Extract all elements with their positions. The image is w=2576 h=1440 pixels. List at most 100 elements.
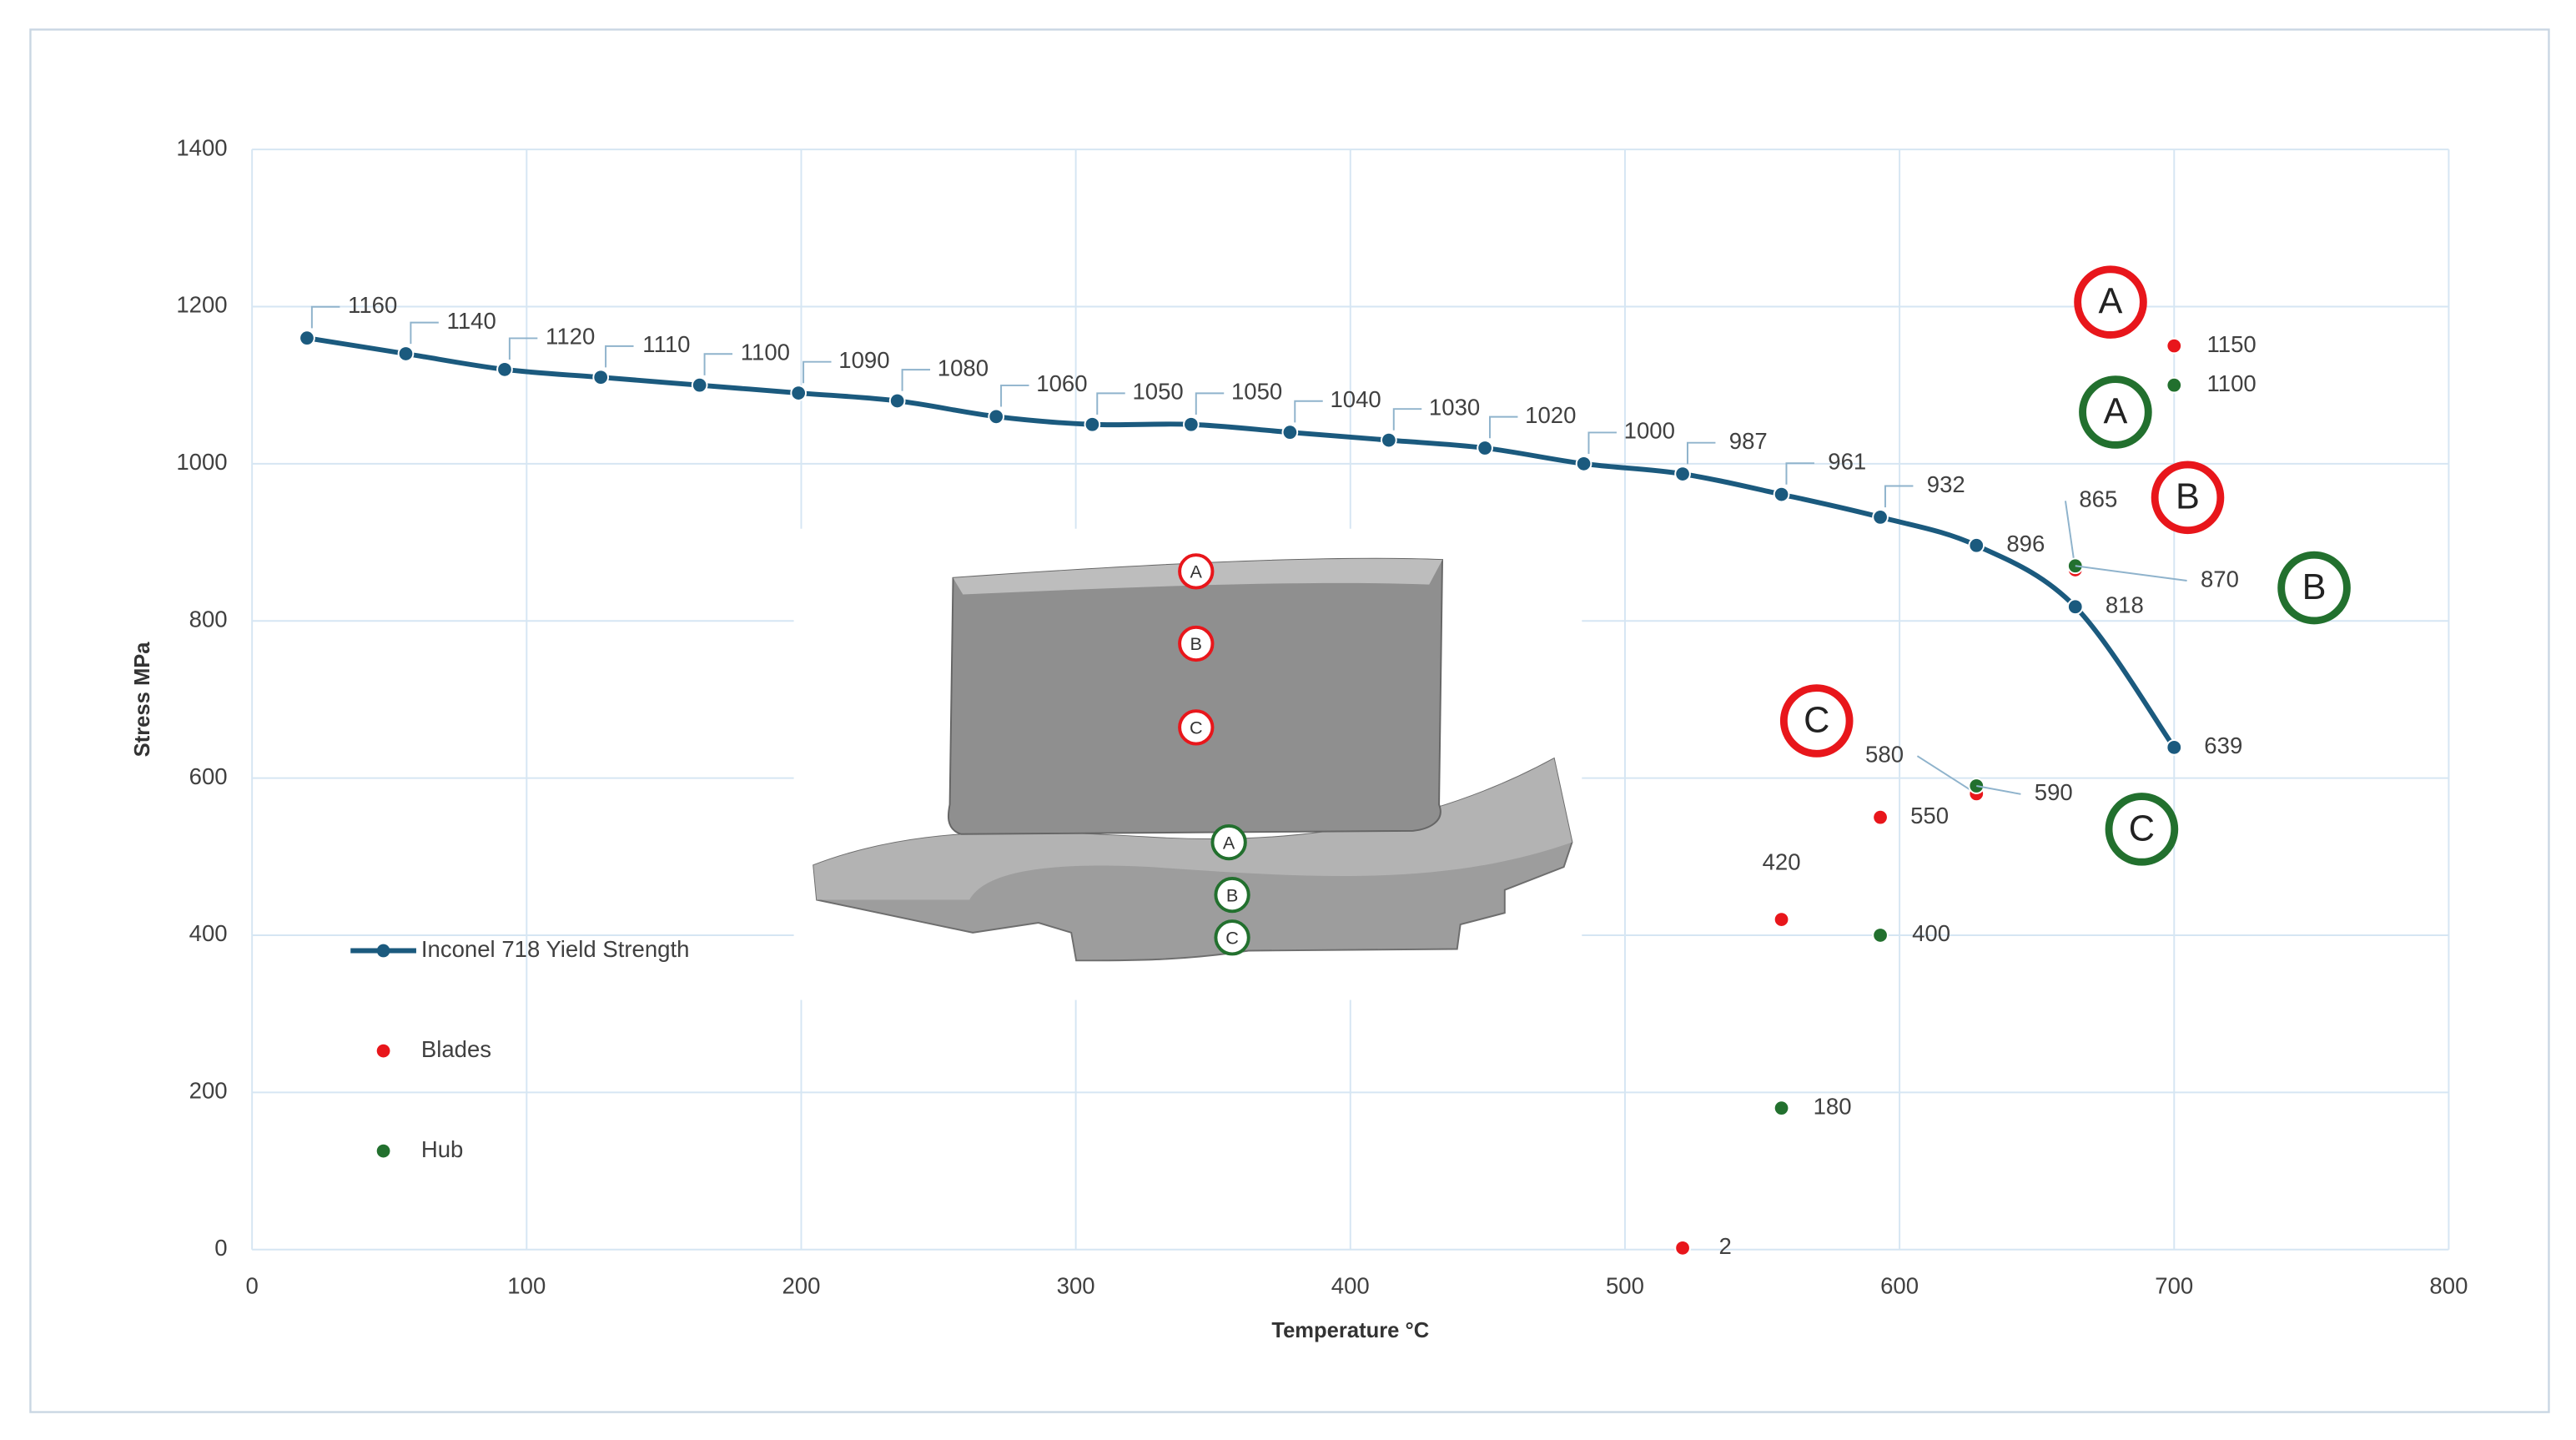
annotation-circle [2105,793,2179,866]
data-point [592,369,610,386]
data-point [1575,455,1592,472]
label-leader [310,305,340,329]
inset-marker [1214,919,1250,956]
x-tick-label: 0 [245,1272,258,1298]
data-point [1183,415,1200,433]
annotation-circle [2079,375,2152,449]
y-tick-label: 400 [189,920,228,946]
label-leader [605,345,634,368]
data-label: 932 [1927,471,1965,497]
data-point [888,392,906,410]
label-leader [1686,441,1716,465]
inset-label: C [1225,927,1239,948]
data-label: 1050 [1132,379,1183,405]
legend-swatch [376,944,390,958]
legend-swatch [376,1144,390,1158]
data-point [2166,337,2183,355]
annotation-label: A [2103,391,2127,431]
data-label: 580 [1865,741,1904,767]
x-tick-label: 200 [782,1272,820,1298]
data-point [2066,598,2084,616]
inset-marker [1178,625,1215,662]
y-tick-label: 600 [189,763,228,789]
data-point [790,385,808,401]
annotation-circle [2074,265,2147,339]
data-point [2166,739,2183,756]
inset-marker [1214,876,1250,914]
grid [251,149,2450,1251]
data-label: 1030 [1429,394,1480,420]
data-label: 590 [2035,779,2073,805]
inset-label: B [1226,884,1238,905]
label-leader [1884,485,1914,508]
data-label: 1060 [1036,370,1087,396]
legend-label: Blades [421,1036,491,1062]
label-leader [1488,415,1518,439]
data-label: 550 [1910,803,1949,828]
inset-marker [1178,553,1215,590]
data-point [691,376,708,394]
x-tick-label: 800 [2429,1272,2468,1298]
data-point [299,330,315,346]
data-point [1773,486,1790,503]
label-leader [1976,785,2021,795]
y-tick-label: 200 [189,1078,228,1104]
y-tick-label: 1000 [176,449,227,475]
data-label: 1080 [938,355,989,380]
y-axis-title: Stress MPa [131,642,154,758]
data-point [2166,376,2183,394]
data-point [1381,431,1397,449]
legend-label: Inconel 718 Yield Strength [421,936,690,962]
data-label: 1150 [2207,331,2257,357]
x-tick-label: 100 [507,1272,546,1298]
data-label: 1100 [741,340,790,365]
annotation-label: C [1804,700,1829,740]
data-label: 1100 [2207,370,2257,396]
data-label: 818 [2106,592,2144,618]
data-label: 639 [2204,733,2242,758]
data-label: 1040 [1330,386,1381,412]
data-label: 1120 [546,324,595,350]
data-label: 961 [1828,448,1866,474]
data-label: 1140 [447,308,496,334]
legend-swatch [376,1044,390,1058]
x-tick-label: 700 [2155,1272,2193,1298]
inset-image: A B C A B C [793,528,1582,1000]
x-tick-label: 300 [1057,1272,1095,1298]
annotation-circle [1779,684,1854,758]
data-label: 1090 [838,347,889,373]
data-label: 865 [2079,486,2117,512]
data-label: 420 [1763,848,1801,874]
data-label: 2 [1719,1233,1732,1259]
inset-marker [1178,709,1215,746]
label-leader [1785,462,1814,485]
data-point [1872,927,1889,944]
label-leader [2075,565,2187,582]
x-tick-label: 600 [1880,1272,1919,1298]
data-point [1968,778,1985,794]
data-point [988,408,1005,425]
y-tick-label: 800 [189,606,228,632]
annotation-circle [2277,551,2351,625]
label-leader [802,360,832,384]
data-point [1872,509,1889,526]
data-point [1477,440,1493,456]
annotation-label: B [2302,567,2327,607]
data-point [1968,536,1985,554]
inset-label: A [1223,832,1235,853]
label-leader [1294,400,1323,423]
hub-top [813,758,1572,900]
label-leader [1587,431,1617,455]
data-point [496,360,513,378]
data-label: 896 [2006,531,2045,556]
data-point [1281,424,1299,441]
data-point [1674,1239,1691,1256]
data-label: 1000 [1624,418,1675,444]
legend-label: Hub [421,1136,464,1162]
x-tick-label: 500 [1606,1272,1644,1298]
y-tick-label: 1400 [176,134,227,160]
x-axis-title: Temperature °C [1271,1319,1429,1342]
y-tick-label: 1200 [176,292,227,318]
